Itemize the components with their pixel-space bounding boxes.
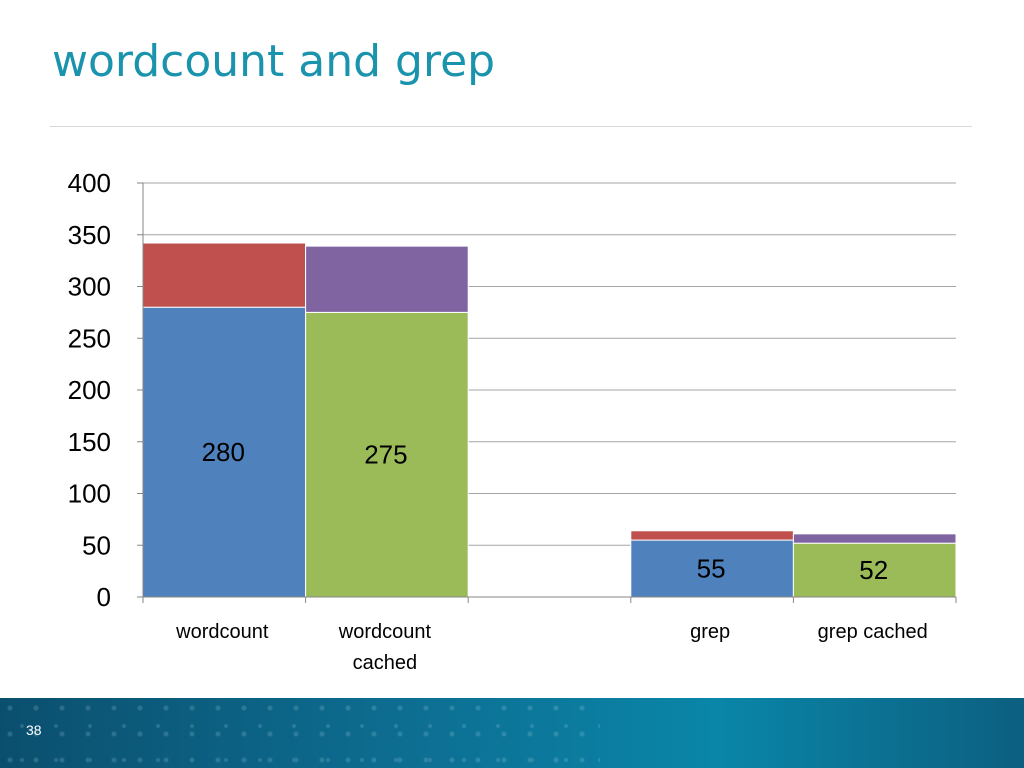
bar-segment: [305, 245, 469, 313]
y-tick-label: 150: [68, 427, 111, 457]
title-divider: [50, 126, 972, 127]
y-tick-label: 350: [68, 220, 111, 250]
y-tick-label: 400: [68, 168, 111, 198]
bar-segment: [142, 306, 307, 598]
x-tick-label: grep cached: [818, 621, 928, 643]
y-tick-label: 0: [97, 582, 111, 612]
y-tick-label: 200: [68, 375, 111, 405]
bar-segment: [142, 242, 307, 308]
footer-band: [0, 698, 1024, 768]
x-tick-label: wordcount: [175, 621, 269, 643]
footer-pattern: [0, 698, 600, 768]
x-tick-labels: wordcount wordcount cached grep grep cached: [175, 621, 928, 674]
y-tick-label: 300: [68, 272, 111, 302]
bar-segment: [630, 530, 794, 541]
axes: [137, 182, 957, 603]
slide-title: wordcount and grep: [52, 36, 496, 87]
x-tick-label: grep: [690, 621, 730, 643]
data-label: 275: [364, 440, 407, 470]
x-tick-label: wordcount cached: [338, 621, 432, 674]
data-labels: 280 275 55 52: [202, 437, 889, 585]
bar-segment: [305, 311, 469, 598]
bar-segment: [792, 533, 957, 544]
data-label: 280: [202, 437, 245, 467]
bars: [142, 242, 957, 598]
page-number: 38: [26, 722, 42, 738]
data-label: 55: [697, 554, 726, 584]
data-label: 52: [859, 555, 888, 585]
y-tick-label: 100: [68, 479, 111, 509]
bar-segment: [630, 539, 794, 598]
y-tick-labels: 0 50 100 150 200 250 300 350 400: [68, 168, 111, 612]
y-tick-label: 50: [82, 530, 111, 560]
bar-segment: [792, 542, 957, 598]
y-tick-label: 250: [68, 323, 111, 353]
